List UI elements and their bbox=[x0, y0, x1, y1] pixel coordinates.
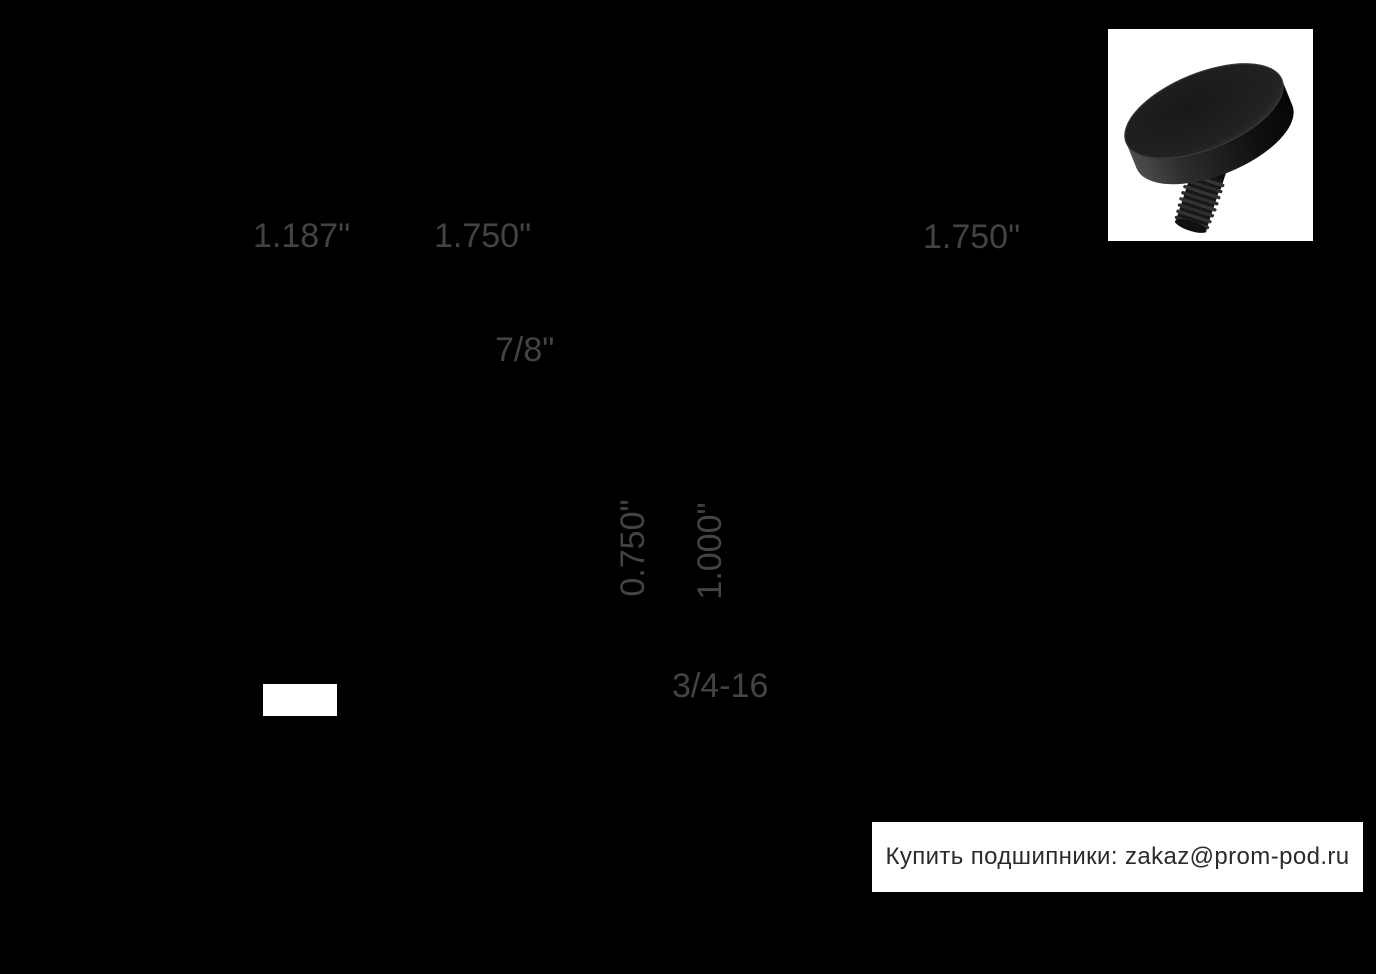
dim-label-thread-spec: 3/4-16 bbox=[672, 667, 769, 705]
dim-label-stud-length: 1.000" bbox=[691, 502, 729, 600]
cam-follower-3d-render-icon bbox=[1124, 63, 1294, 233]
product-thumbnail bbox=[1108, 29, 1313, 241]
dim-label-roller-width: 7/8" bbox=[495, 331, 555, 369]
contact-banner: Купить подшипники: zakaz@prom-pod.ru bbox=[872, 822, 1363, 892]
dim-label-head-diameter-right: 1.750" bbox=[923, 218, 1021, 256]
dim-label-stud-diameter: 0.750" bbox=[614, 499, 652, 597]
dim-label-head-diameter-left: 1.750" bbox=[434, 217, 532, 255]
contact-banner-text: Купить подшипники: zakaz@prom-pod.ru bbox=[885, 843, 1350, 870]
dim-label-head-width: 1.187" bbox=[253, 217, 351, 255]
drawing-highlight-rect bbox=[263, 684, 337, 716]
